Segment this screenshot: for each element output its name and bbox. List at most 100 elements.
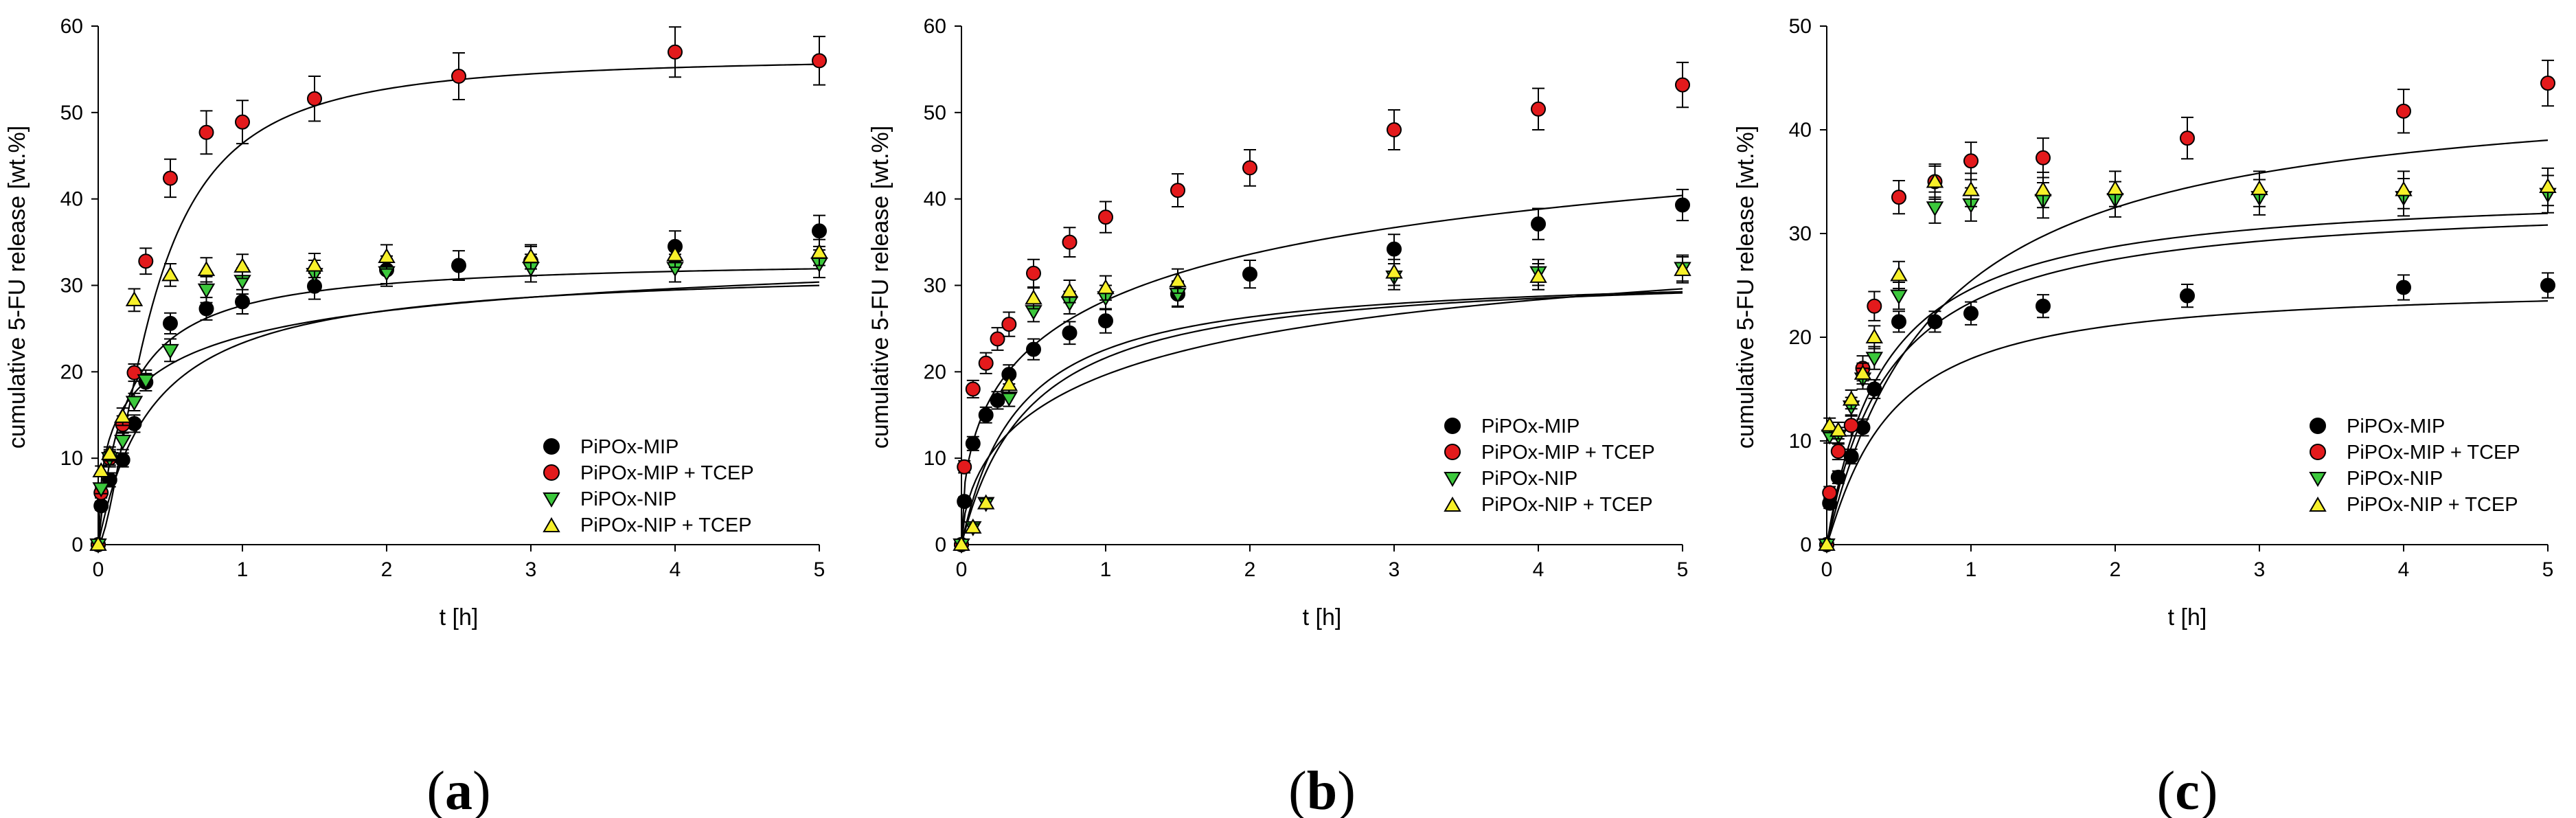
data-point-pipox-nip-tcep <box>1097 279 1115 295</box>
data-point-pipox-mip-tcep <box>1822 485 1838 501</box>
data-point-pipox-mip <box>1026 341 1041 357</box>
data-point-pipox-mip-tcep <box>163 170 178 186</box>
legend-label-mip-tcep: PiPOx-MIP + TCEP <box>2347 442 2520 464</box>
legend-label-nip: PiPOx-NIP <box>2347 468 2443 490</box>
data-point-pipox-mip <box>1830 469 1846 485</box>
x-tick-label: 5 <box>814 558 825 581</box>
data-point-pipox-nip-tcep <box>1025 289 1042 305</box>
x-tick-label: 4 <box>2398 558 2410 581</box>
data-point-pipox-nip-tcep <box>1818 536 1836 551</box>
data-point-pipox-nip <box>161 343 179 359</box>
panel-c: cumulative 5-FU release [wt.%] 0 1 2 3 4 5010… <box>1733 15 2557 818</box>
data-point-pipox-mip-tcep <box>1242 160 1257 176</box>
data-point-pipox-nip-tcep <box>101 444 119 460</box>
data-point-pipox-mip-tcep <box>138 253 154 269</box>
y-tick-label: 0 <box>71 534 83 556</box>
panel-c-ylabel: cumulative 5-FU release [wt.%] <box>1733 126 1759 449</box>
legend-label-nip-tcep: PiPOx-NIP + TCEP <box>2347 494 2518 516</box>
y-tick-label: 0 <box>1800 534 1812 556</box>
data-point-pipox-nip-tcep <box>378 247 396 263</box>
data-point-pipox-nip-tcep <box>810 243 828 259</box>
data-point-pipox-mip <box>1098 313 1113 329</box>
data-point-pipox-nip-tcep <box>1830 421 1847 437</box>
x-tick-label: 0 <box>1821 558 1833 581</box>
data-point-pipox-nip <box>92 482 110 498</box>
legend-marker-mip-tcep <box>1444 444 1461 460</box>
y-tick-label: 10 <box>1789 430 1812 453</box>
data-point-pipox-mip <box>1675 197 1690 213</box>
data-point-pipox-nip-tcep <box>1962 181 1980 196</box>
legend-marker-nip <box>543 492 560 508</box>
data-point-pipox-mip-tcep <box>126 365 142 380</box>
data-point-pipox-mip-tcep <box>1830 444 1846 459</box>
data-point-pipox-nip-tcep <box>2106 180 2124 196</box>
y-tick-label: 40 <box>60 188 83 211</box>
data-point-pipox-mip <box>978 407 994 423</box>
data-point-pipox-mip <box>2396 280 2411 295</box>
legend-marker-nip-tcep <box>543 517 560 532</box>
x-tick-label: 4 <box>670 558 681 581</box>
data-point-pipox-nip-tcep <box>1529 267 1547 283</box>
fit-curve-pipox-mip-tcep <box>1825 139 2549 545</box>
data-point-pipox-mip-tcep <box>307 91 322 106</box>
x-tick-label: 2 <box>381 558 393 581</box>
panel-a-caption: (a) <box>426 761 490 818</box>
data-point-pipox-nip-tcep <box>953 536 970 551</box>
data-point-pipox-nip-tcep <box>1890 266 1908 282</box>
data-point-pipox-nip-tcep <box>1060 282 1079 298</box>
data-point-pipox-mip <box>2036 298 2051 314</box>
legend-label-nip-tcep: PiPOx-NIP + TCEP <box>580 514 752 536</box>
legend-label-mip: PiPOx-MIP <box>2347 416 2445 438</box>
data-point-pipox-mip-tcep <box>2396 103 2411 119</box>
data-point-pipox-nip-tcep <box>161 266 179 282</box>
data-point-pipox-mip-tcep <box>1843 418 1859 433</box>
panel-b-ylabel: cumulative 5-FU release [wt.%] <box>867 126 893 449</box>
legend-label-mip: PiPOx-MIP <box>1481 416 1580 438</box>
x-tick-label: 3 <box>2254 558 2266 581</box>
legend-marker-nip <box>2309 472 2327 487</box>
legend-label-mip-tcep: PiPOx-MIP + TCEP <box>1481 442 1655 464</box>
data-point-pipox-mip <box>1242 266 1257 282</box>
panel-b-xlabel: t [h] <box>1303 604 1342 630</box>
data-point-pipox-nip-tcep <box>92 462 110 478</box>
x-tick-label: 4 <box>1533 558 1545 581</box>
x-tick-label: 5 <box>1677 558 1689 581</box>
legend-marker-mip <box>1444 418 1461 434</box>
x-tick-label: 1 <box>1965 558 1977 581</box>
data-point-pipox-mip-tcep <box>2036 150 2051 166</box>
data-point-pipox-mip-tcep <box>978 355 994 371</box>
data-point-pipox-nip <box>1926 201 1944 217</box>
data-point-pipox-mip <box>2180 288 2195 304</box>
data-point-pipox-nip-tcep <box>666 246 684 262</box>
data-point-pipox-nip-tcep <box>1169 272 1187 288</box>
y-tick-label: 50 <box>1789 15 1812 38</box>
data-point-pipox-mip-tcep <box>812 53 827 69</box>
data-point-pipox-mip-tcep <box>235 114 250 130</box>
legend-label-nip: PiPOx-NIP <box>1481 468 1577 490</box>
data-point-pipox-mip <box>812 223 827 239</box>
data-point-pipox-nip-tcep <box>2395 181 2413 196</box>
data-point-pipox-mip-tcep <box>451 68 466 84</box>
data-point-pipox-mip-tcep <box>2180 130 2195 146</box>
y-tick-label: 20 <box>60 361 83 383</box>
y-tick-label: 30 <box>924 275 946 297</box>
data-point-pipox-nip-tcep <box>2539 178 2557 194</box>
data-point-pipox-mip <box>965 435 981 451</box>
x-tick-label: 0 <box>93 558 104 581</box>
data-point-pipox-nip-tcep <box>1865 328 1884 343</box>
fit-curve-pipox-nip-tcep <box>1825 212 2549 545</box>
panel-c-caption: (c) <box>2157 761 2218 818</box>
data-point-pipox-mip <box>1843 448 1859 464</box>
data-point-pipox-mip <box>1927 314 1943 330</box>
legend-marker-mip-tcep <box>2310 444 2326 460</box>
y-tick-label: 20 <box>924 361 946 383</box>
data-point-pipox-mip <box>1891 314 1906 330</box>
data-point-pipox-mip <box>93 498 109 514</box>
y-tick-label: 30 <box>1789 223 1812 245</box>
legend-marker-mip <box>2310 418 2326 434</box>
data-point-pipox-mip-tcep <box>1026 265 1041 281</box>
x-tick-label: 3 <box>525 558 537 581</box>
